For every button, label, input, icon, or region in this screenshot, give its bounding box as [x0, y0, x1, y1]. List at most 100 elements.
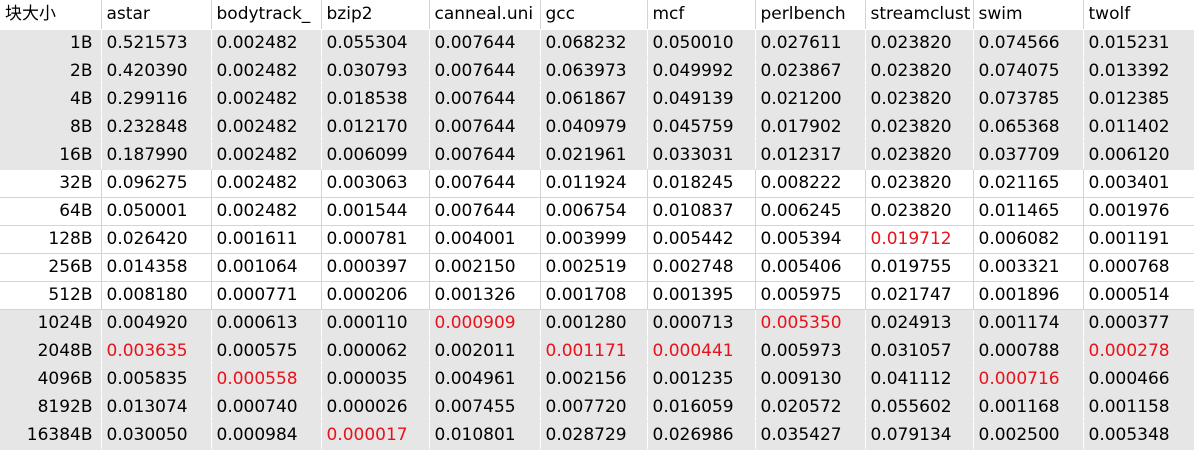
cell-streamcluster[interactable]: 0.079134 — [865, 421, 974, 450]
cell-streamcluster[interactable]: 0.024913 — [865, 309, 974, 338]
row-label-cell[interactable]: 64B — [0, 197, 102, 226]
cell-mcf[interactable]: 0.001395 — [647, 281, 756, 310]
row-label-cell[interactable]: 1024B — [0, 309, 102, 338]
cell-bodytrack[interactable]: 0.002482 — [211, 169, 322, 198]
row-label-cell[interactable]: 2B — [0, 57, 102, 86]
cell-streamcluster[interactable]: 0.019712 — [865, 225, 974, 254]
cell-twolf[interactable]: 0.003401 — [1083, 169, 1194, 198]
cell-bodytrack[interactable]: 0.002482 — [211, 113, 322, 142]
cell-bodytrack[interactable]: 0.002482 — [211, 141, 322, 170]
cell-streamcluster[interactable]: 0.023820 — [865, 169, 974, 198]
cell-twolf[interactable]: 0.000466 — [1083, 365, 1194, 394]
cell-canneal[interactable]: 0.002011 — [429, 337, 541, 366]
cell-gcc[interactable]: 0.021961 — [540, 141, 648, 170]
cell-perlbench[interactable]: 0.035427 — [755, 421, 866, 450]
cell-streamcluster[interactable]: 0.019755 — [865, 253, 974, 282]
cell-canneal[interactable]: 0.007644 — [429, 29, 541, 58]
row-label-cell[interactable]: 8192B — [0, 393, 102, 422]
cell-mcf[interactable]: 0.026986 — [647, 421, 756, 450]
cell-astar[interactable]: 0.187990 — [101, 141, 212, 170]
cell-twolf[interactable]: 0.001158 — [1083, 393, 1194, 422]
cell-gcc[interactable]: 0.001280 — [540, 309, 648, 338]
row-label-cell[interactable]: 32B — [0, 169, 102, 198]
cell-bodytrack[interactable]: 0.002482 — [211, 85, 322, 114]
cell-swim[interactable]: 0.000788 — [973, 337, 1084, 366]
cell-mcf[interactable]: 0.033031 — [647, 141, 756, 170]
cell-astar[interactable]: 0.013074 — [101, 393, 212, 422]
cell-streamcluster[interactable]: 0.021747 — [865, 281, 974, 310]
cell-mcf[interactable]: 0.049139 — [647, 85, 756, 114]
cell-bzip2[interactable]: 0.000206 — [321, 281, 430, 310]
row-label-cell[interactable]: 256B — [0, 253, 102, 282]
cell-mcf[interactable]: 0.000713 — [647, 309, 756, 338]
header-cell-gcc[interactable]: gcc — [540, 0, 648, 30]
cell-perlbench[interactable]: 0.020572 — [755, 393, 866, 422]
row-label-cell[interactable]: 16B — [0, 141, 102, 170]
cell-astar[interactable]: 0.232848 — [101, 113, 212, 142]
row-label-cell[interactable]: 4096B — [0, 365, 102, 394]
cell-bzip2[interactable]: 0.000062 — [321, 337, 430, 366]
cell-streamcluster[interactable]: 0.023820 — [865, 141, 974, 170]
cell-gcc[interactable]: 0.003999 — [540, 225, 648, 254]
cell-gcc[interactable]: 0.002156 — [540, 365, 648, 394]
cell-canneal[interactable]: 0.007644 — [429, 113, 541, 142]
cell-perlbench[interactable]: 0.005975 — [755, 281, 866, 310]
cell-gcc[interactable]: 0.006754 — [540, 197, 648, 226]
cell-bzip2[interactable]: 0.006099 — [321, 141, 430, 170]
cell-canneal[interactable]: 0.007644 — [429, 197, 541, 226]
cell-perlbench[interactable]: 0.023867 — [755, 57, 866, 86]
cell-perlbench[interactable]: 0.005973 — [755, 337, 866, 366]
cell-twolf[interactable]: 0.000514 — [1083, 281, 1194, 310]
cell-bzip2[interactable]: 0.003063 — [321, 169, 430, 198]
row-label-cell[interactable]: 1B — [0, 29, 102, 58]
header-cell-bodytrack[interactable]: bodytrack_ — [211, 0, 322, 30]
cell-streamcluster[interactable]: 0.055602 — [865, 393, 974, 422]
header-cell-twolf[interactable]: twolf — [1083, 0, 1194, 30]
cell-swim[interactable]: 0.001896 — [973, 281, 1084, 310]
cell-canneal[interactable]: 0.007644 — [429, 169, 541, 198]
cell-bodytrack[interactable]: 0.002482 — [211, 197, 322, 226]
header-cell-streamcluster[interactable]: streamclust — [865, 0, 974, 30]
cell-swim[interactable]: 0.006082 — [973, 225, 1084, 254]
cell-twolf[interactable]: 0.015231 — [1083, 29, 1194, 58]
cell-gcc[interactable]: 0.011924 — [540, 169, 648, 198]
cell-twolf[interactable]: 0.000278 — [1083, 337, 1194, 366]
row-label-cell[interactable]: 4B — [0, 85, 102, 114]
cell-bzip2[interactable]: 0.000110 — [321, 309, 430, 338]
cell-perlbench[interactable]: 0.009130 — [755, 365, 866, 394]
cell-swim[interactable]: 0.002500 — [973, 421, 1084, 450]
cell-bodytrack[interactable]: 0.002482 — [211, 29, 322, 58]
cell-perlbench[interactable]: 0.021200 — [755, 85, 866, 114]
header-cell-astar[interactable]: astar — [101, 0, 212, 30]
cell-canneal[interactable]: 0.007644 — [429, 141, 541, 170]
cell-swim[interactable]: 0.065368 — [973, 113, 1084, 142]
cell-swim[interactable]: 0.003321 — [973, 253, 1084, 282]
cell-perlbench[interactable]: 0.012317 — [755, 141, 866, 170]
cell-bodytrack[interactable]: 0.002482 — [211, 57, 322, 86]
cell-bodytrack[interactable]: 0.000984 — [211, 421, 322, 450]
cell-streamcluster[interactable]: 0.041112 — [865, 365, 974, 394]
cell-astar[interactable]: 0.050001 — [101, 197, 212, 226]
cell-gcc[interactable]: 0.068232 — [540, 29, 648, 58]
cell-swim[interactable]: 0.021165 — [973, 169, 1084, 198]
cell-bodytrack[interactable]: 0.000558 — [211, 365, 322, 394]
cell-swim[interactable]: 0.037709 — [973, 141, 1084, 170]
cell-bzip2[interactable]: 0.000026 — [321, 393, 430, 422]
cell-bodytrack[interactable]: 0.000575 — [211, 337, 322, 366]
cell-canneal[interactable]: 0.007644 — [429, 57, 541, 86]
cell-bzip2[interactable]: 0.000397 — [321, 253, 430, 282]
cell-canneal[interactable]: 0.002150 — [429, 253, 541, 282]
cell-bzip2[interactable]: 0.001544 — [321, 197, 430, 226]
cell-streamcluster[interactable]: 0.023820 — [865, 85, 974, 114]
cell-canneal[interactable]: 0.004001 — [429, 225, 541, 254]
cell-mcf[interactable]: 0.002748 — [647, 253, 756, 282]
cell-twolf[interactable]: 0.012385 — [1083, 85, 1194, 114]
cell-swim[interactable]: 0.074566 — [973, 29, 1084, 58]
header-cell-block-size[interactable]: 块大小 — [0, 0, 102, 30]
cell-canneal[interactable]: 0.007644 — [429, 85, 541, 114]
cell-bzip2[interactable]: 0.018538 — [321, 85, 430, 114]
row-label-cell[interactable]: 512B — [0, 281, 102, 310]
cell-mcf[interactable]: 0.005442 — [647, 225, 756, 254]
cell-twolf[interactable]: 0.001191 — [1083, 225, 1194, 254]
cell-streamcluster[interactable]: 0.023820 — [865, 57, 974, 86]
